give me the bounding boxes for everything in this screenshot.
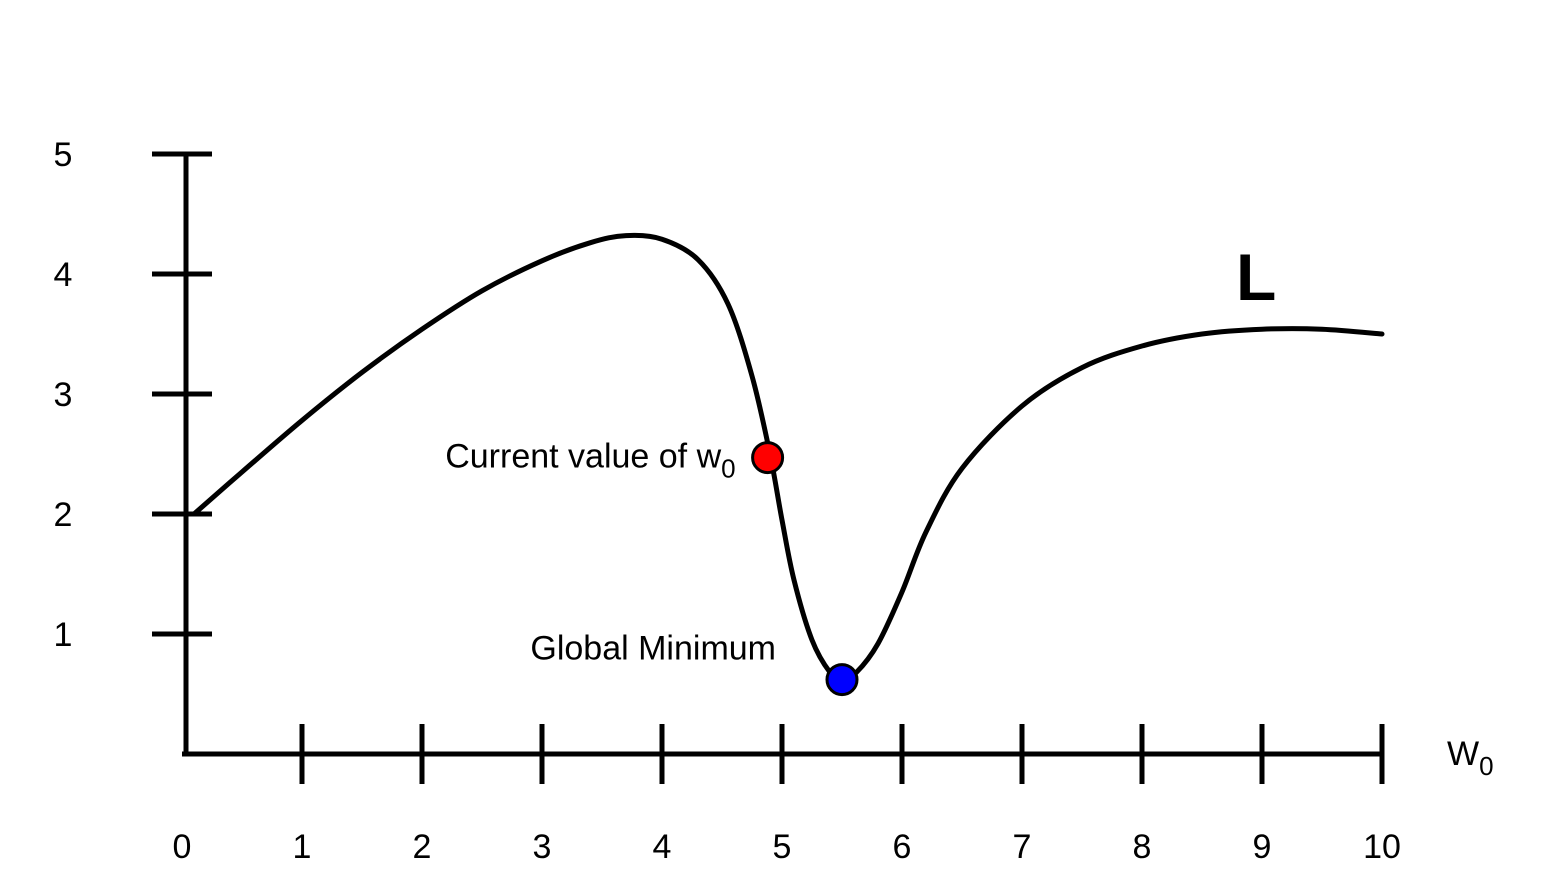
minimum-label-text: Global Minimum [530, 630, 776, 668]
curve-label-L: L [1236, 240, 1276, 314]
current-label: Current value of w0 [445, 438, 735, 484]
x-tick-label-4: 4 [653, 828, 672, 866]
y-tick-label-3: 3 [54, 376, 73, 414]
x-axis-label-subscript: 0 [1479, 751, 1493, 781]
current-label-subscript: 0 [721, 454, 735, 484]
x-tick-label-8: 8 [1133, 828, 1152, 866]
x-axis-label: W0 [1447, 735, 1494, 781]
y-tick-label-2: 2 [54, 496, 73, 534]
current-marker [751, 441, 785, 475]
annotations: Current value of w0 Global Minimum [445, 438, 776, 668]
markers [751, 441, 859, 697]
y-tick-label-1: 1 [54, 616, 73, 654]
x-tick-label-10: 10 [1363, 828, 1401, 866]
loss-curve-line [191, 232, 1385, 683]
y-tick-label-4: 4 [54, 256, 73, 294]
tick-labels: 0 1 2 3 4 5 6 7 8 9 10 1 2 3 4 5 [54, 136, 1401, 866]
x-tick-label-6: 6 [893, 828, 912, 866]
x-tick-label-2: 2 [413, 828, 432, 866]
minimum-label: Global Minimum [530, 630, 776, 668]
x-tick-label-5: 5 [773, 828, 792, 866]
x-tick-label-7: 7 [1013, 828, 1032, 866]
x-tick-label-9: 9 [1253, 828, 1272, 866]
minimum-marker [825, 663, 859, 697]
x-tick-label-1: 1 [293, 828, 312, 866]
x-tick-label-0: 0 [173, 828, 192, 866]
y-tick-label-5: 5 [54, 136, 73, 174]
axis-ticks [152, 151, 1385, 784]
x-tick-label-3: 3 [533, 828, 552, 866]
current-label-text: Current value of w [445, 438, 721, 476]
x-axis-label-main: W [1447, 735, 1479, 773]
